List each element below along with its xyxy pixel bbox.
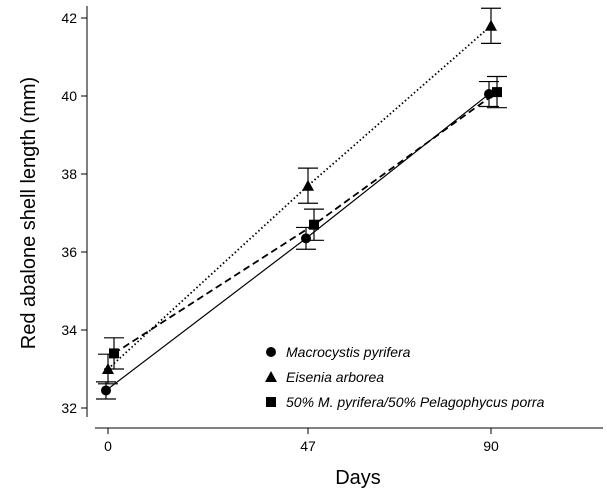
series-square — [104, 75, 507, 370]
legend-label: Eisenia arborea — [286, 369, 384, 385]
data-point — [101, 385, 111, 396]
legend-item: Eisenia arborea — [265, 369, 384, 385]
data-point — [109, 348, 119, 359]
x-tick-label: 90 — [483, 438, 499, 454]
y-tick-label: 40 — [61, 88, 77, 104]
data-point — [301, 233, 311, 244]
legend-marker — [266, 347, 276, 357]
legend: Macrocystis pyrifera Eisenia arborea 50% M… — [265, 344, 545, 410]
series-line — [113, 91, 498, 355]
legend-marker — [265, 371, 277, 382]
y-tick-label: 34 — [61, 322, 77, 338]
data-point — [309, 219, 319, 230]
legend-item: 50% M. pyrifera/50% Pelagophycus porra — [266, 394, 545, 410]
y-tick-label: 32 — [61, 400, 77, 416]
data-point — [302, 179, 314, 191]
plot-area — [96, 7, 507, 400]
x-tick-label: 47 — [300, 438, 316, 454]
y-tick-label: 38 — [61, 166, 77, 182]
y-tick-label: 42 — [61, 10, 77, 26]
x-tick-label: 0 — [104, 438, 112, 454]
y-axis-title: Red abalone shell length (mm) — [18, 77, 40, 349]
legend-marker — [266, 397, 276, 407]
legend-label: 50% M. pyrifera/50% Pelagophycus porra — [286, 394, 545, 410]
axes: 32 34 36 38 40 42 0 47 90 — [61, 6, 603, 454]
series-line — [107, 25, 492, 370]
data-point — [485, 19, 497, 31]
series-triangle — [98, 7, 501, 385]
legend-item: Macrocystis pyrifera — [266, 344, 411, 360]
legend-label: Macrocystis pyrifera — [286, 344, 411, 360]
x-axis-title: Days — [335, 467, 381, 489]
data-point — [492, 87, 502, 98]
y-tick-label: 36 — [61, 244, 77, 260]
